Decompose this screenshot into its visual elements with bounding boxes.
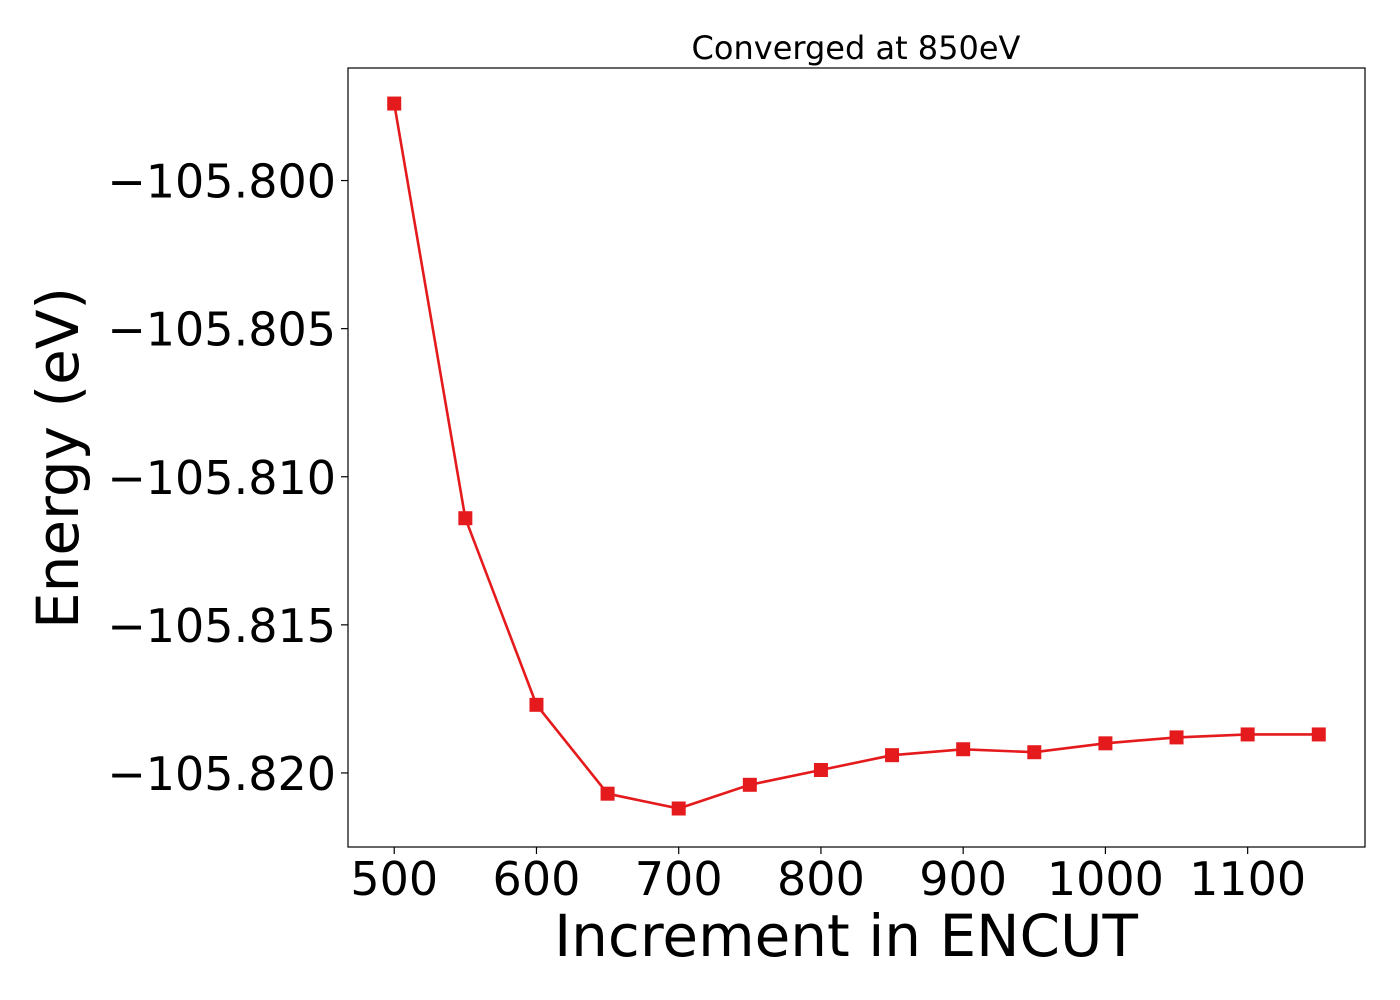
y-tick-label: −105.820: [107, 747, 336, 801]
x-axis-label: Increment in ENCUT: [554, 902, 1138, 970]
y-tick-label: −105.810: [107, 451, 336, 505]
data-point: [885, 748, 900, 763]
x-tick-label: 700: [635, 852, 723, 906]
data-point: [1098, 736, 1113, 751]
y-axis-ticks: −105.800 −105.805 −105.810 −105.815 −105.820: [107, 155, 348, 801]
y-tick-label: −105.815: [107, 599, 336, 653]
x-tick-label: 1000: [1047, 852, 1164, 906]
x-tick-label: 900: [919, 852, 1007, 906]
y-tick-label: −105.800: [107, 155, 336, 209]
x-tick-label: 1100: [1189, 852, 1306, 906]
series-line: [392, 103, 1319, 810]
y-tick-label: −105.805: [107, 303, 336, 357]
data-point: [1027, 745, 1042, 760]
data-point: [1169, 730, 1184, 745]
data-point: [813, 762, 828, 777]
data-point: [529, 697, 544, 712]
data-point: [387, 96, 402, 111]
plot-area-frame: [347, 67, 1366, 848]
y-axis-label: Energy (eV): [24, 287, 92, 629]
data-point: [458, 511, 473, 526]
x-tick-label: 500: [350, 852, 438, 906]
data-point: [1311, 727, 1326, 742]
chart-title: Converged at 850eV: [692, 29, 1021, 67]
data-point: [671, 801, 686, 816]
data-point: [1240, 727, 1255, 742]
data-point: [956, 742, 971, 757]
x-tick-label: 800: [777, 852, 865, 906]
data-point: [600, 786, 615, 801]
x-axis-ticks: 500 600 700 800 900 1000 1100: [350, 847, 1306, 906]
series-layer: [387, 96, 1326, 816]
x-tick-label: 600: [493, 852, 581, 906]
data-point: [742, 777, 757, 792]
